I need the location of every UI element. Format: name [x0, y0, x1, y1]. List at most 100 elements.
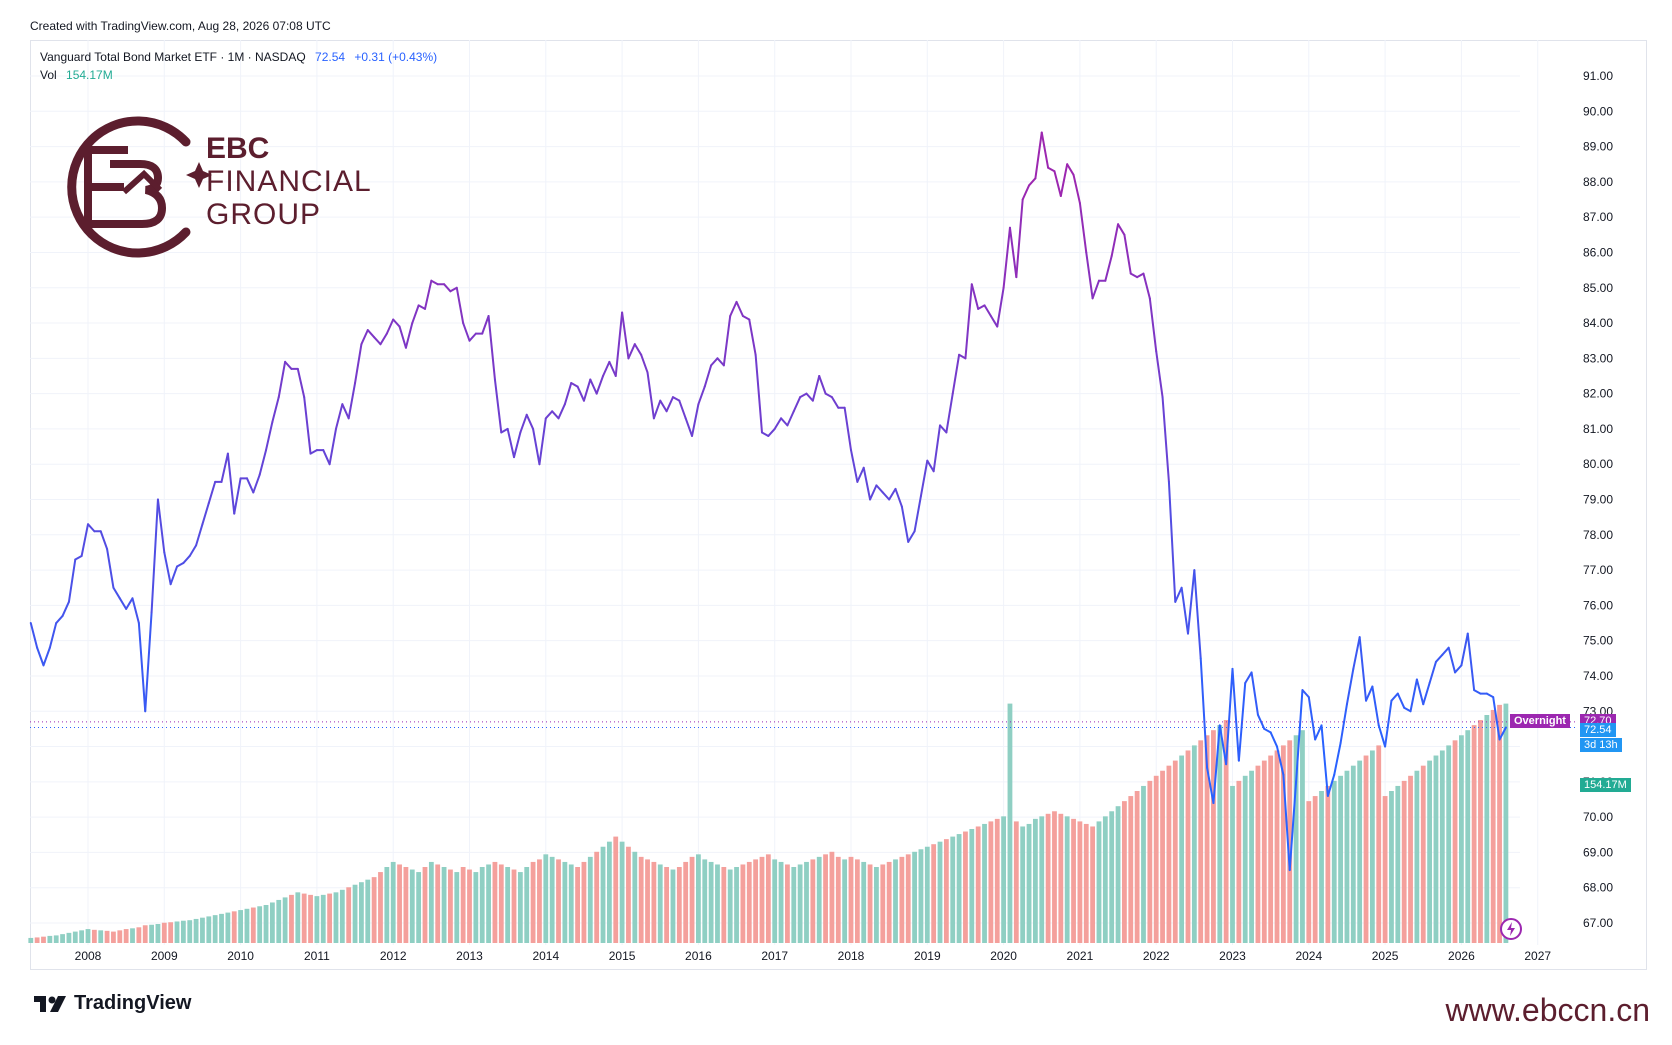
price-line-segment	[398, 325, 407, 349]
price-line-segment	[277, 360, 287, 399]
volume-bar	[696, 854, 701, 943]
price-line-segment	[1066, 163, 1075, 176]
legend-symbol-line: Vanguard Total Bond Market ETF · 1M · NA…	[40, 50, 437, 64]
volume-bar	[1128, 796, 1134, 943]
volume-bar	[1382, 796, 1388, 943]
volume-tag: 154.17M	[1580, 778, 1631, 792]
price-line-segment	[252, 473, 261, 494]
price-line-segment	[1409, 678, 1418, 713]
volume-bar	[269, 902, 275, 943]
price-line-segment	[1498, 726, 1507, 741]
volume-bar	[397, 864, 402, 943]
price-line-segment	[1225, 667, 1234, 766]
x-tick-label: 2017	[761, 949, 788, 963]
volume-bar	[950, 836, 956, 943]
price-line-segment	[697, 385, 706, 406]
price-line-segment	[748, 318, 757, 356]
price-line-segment	[1244, 671, 1253, 685]
volume-bar	[41, 936, 46, 943]
volume-bar	[454, 872, 460, 943]
price-line-segment	[830, 396, 840, 409]
price-line-segment	[919, 459, 929, 497]
price-line-segment	[1371, 685, 1380, 727]
price-line-segment	[322, 449, 331, 466]
volume-bar	[136, 927, 142, 943]
website-url[interactable]: www.ebccn.cn	[1445, 992, 1650, 1028]
volume-bar	[702, 859, 708, 943]
price-line-segment	[1288, 780, 1298, 872]
tradingview-icon	[34, 995, 66, 1012]
volume-bar	[390, 861, 396, 943]
price-line-segment	[1422, 682, 1431, 706]
volume-bar	[1293, 735, 1299, 943]
price-line-segment	[595, 374, 605, 395]
price-line-segment	[665, 396, 674, 413]
tradingview-logo[interactable]: TradingView	[32, 992, 191, 1015]
volume-bar	[187, 920, 193, 943]
volume-bar	[1439, 750, 1445, 943]
volume-bar	[200, 917, 205, 943]
volume-bar	[1459, 735, 1464, 943]
volume-bar	[1420, 765, 1426, 943]
logo-text-group: GROUP	[206, 198, 322, 231]
volume-bar	[517, 872, 523, 943]
price-line-segment	[1377, 724, 1387, 748]
volume-bar	[1503, 703, 1509, 943]
volume-bar	[1039, 816, 1045, 943]
volume-bar	[511, 869, 517, 943]
volume-bar	[492, 861, 498, 943]
legend-vol-label[interactable]: Vol	[40, 68, 57, 82]
volume-bar	[47, 935, 53, 943]
volume-bar	[1102, 816, 1108, 943]
price-line-segment	[824, 392, 833, 399]
volume-bar	[212, 915, 218, 943]
volume-bar	[1446, 745, 1452, 943]
volume-bar	[670, 869, 676, 943]
volume-bar	[886, 861, 892, 943]
legend-vol-value: 154.17M	[66, 68, 113, 82]
y-tick-label: 87.00	[1583, 210, 1613, 224]
price-line-segment	[1078, 202, 1088, 254]
volume-bar	[130, 928, 135, 943]
volume-bar	[842, 859, 848, 943]
volume-bar	[988, 821, 994, 943]
price-line-segment	[652, 399, 662, 420]
volume-bar	[111, 931, 116, 943]
volume-bar	[1217, 725, 1223, 943]
volume-bar	[460, 867, 466, 943]
price-line-segment	[1059, 163, 1069, 197]
price-line-segment	[703, 364, 713, 388]
volume-bar	[168, 922, 174, 943]
volume-bar	[645, 859, 650, 943]
volume-bar	[587, 856, 593, 943]
price-line-segment	[195, 523, 204, 547]
price-line-segment	[137, 622, 147, 713]
price-line-segment	[970, 283, 980, 310]
lightning-icon[interactable]	[1498, 916, 1524, 942]
volume-bar	[1109, 811, 1115, 943]
volume-bar	[308, 894, 313, 943]
legend-volume-line: Vol 154.17M	[40, 68, 113, 82]
y-tick-label: 79.00	[1583, 493, 1613, 507]
volume-bar	[149, 924, 154, 943]
volume-bar	[161, 922, 167, 943]
price-line-segment	[1314, 724, 1323, 741]
volume-bar	[708, 861, 714, 943]
price-line-segment	[1485, 692, 1495, 699]
volume-bar	[1452, 740, 1458, 943]
price-line-segment	[1434, 653, 1444, 663]
volume-bar	[1077, 821, 1083, 943]
price-line-segment	[1415, 678, 1425, 706]
price-line-segment	[1466, 632, 1476, 692]
price-line-segment	[373, 336, 382, 346]
volume-bar	[924, 846, 930, 943]
volume-bar	[486, 864, 491, 943]
volume-bar	[1268, 755, 1274, 943]
volume-bar	[155, 924, 161, 943]
legend-title[interactable]: Vanguard Total Bond Market ETF · 1M · NA…	[40, 50, 306, 64]
volume-bar	[352, 884, 358, 943]
price-line-segment	[1174, 586, 1183, 603]
price-line-segment	[945, 392, 954, 434]
volume-bar	[606, 841, 612, 943]
